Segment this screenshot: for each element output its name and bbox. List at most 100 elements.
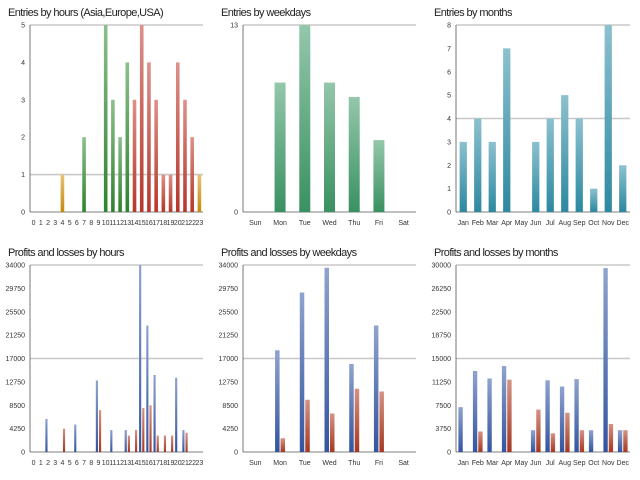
chart-title: Entries by weekdays (221, 7, 311, 19)
bar-profits-9 (95, 380, 98, 452)
y-tick-label: 0 (21, 210, 25, 217)
bar-15 (139, 25, 144, 212)
bar-7 (82, 137, 86, 212)
bar-10 (103, 25, 108, 212)
x-tick-label: Mar (486, 460, 499, 467)
bar-Jun (532, 141, 540, 212)
x-tick-label: 8 (89, 220, 93, 227)
bar-losses-Jul (550, 433, 556, 452)
x-tick-label: Fri (375, 220, 384, 227)
y-tick-label: 25500 (6, 309, 26, 316)
bar-22 (190, 137, 194, 212)
x-tick-label: 11 (109, 460, 116, 467)
bar-profits-2 (45, 419, 48, 452)
x-tick-label: 2 (46, 220, 50, 227)
x-tick-label: 18 (159, 220, 167, 227)
bar-losses-Feb (478, 431, 483, 452)
profits-losses-by-hours-plot: 0 4250 8500 12750 17000 21250 25500 29750 34000 0… (6, 263, 204, 468)
x-tick-label: 3 (53, 220, 57, 227)
bar-Feb (474, 118, 482, 212)
x-tick-label: 13 (123, 460, 131, 467)
bar-profits-Aug (559, 386, 565, 452)
profits-losses-by-weekdays-plot: 0 4250 8500 12750 17000 21250 25500 29750 34000 S… (219, 263, 416, 467)
y-tick-label: 4250 (222, 426, 238, 433)
bar-losses-21 (185, 432, 188, 452)
bar-profits-15 (139, 265, 142, 452)
x-tick-label: Sun (249, 220, 262, 227)
bar-profits-17 (153, 375, 156, 452)
bar-4 (60, 174, 65, 212)
bar-Mar (488, 141, 496, 212)
bar-losses-Dec (623, 430, 628, 452)
bar-Aug (561, 95, 569, 212)
x-tick-label: 23 (195, 460, 203, 467)
bar-losses-19 (171, 435, 174, 452)
y-tick-label: 12750 (6, 379, 26, 386)
x-tick-label: 14 (131, 220, 139, 227)
bar-losses-13 (127, 435, 130, 452)
bar-Sep (575, 118, 583, 212)
x-tick-label: Feb (472, 460, 484, 467)
bar-profits-11 (110, 430, 113, 452)
y-tick-label: 0 (447, 450, 451, 457)
bar-losses-Wed (330, 413, 335, 452)
x-tick-label: 7 (82, 460, 86, 467)
x-tick-label: Sep (573, 220, 586, 227)
x-tick-label: 12 (116, 220, 124, 227)
bar-profits-6 (74, 424, 77, 452)
x-tick-label: Sun (249, 460, 262, 467)
x-tick-label: Tue (299, 460, 311, 467)
bar-losses-14 (135, 430, 138, 452)
bar-23 (197, 174, 202, 212)
x-tick-label: 8 (89, 460, 93, 467)
bar-losses-Nov (608, 423, 614, 452)
y-tick-label: 21250 (6, 333, 26, 340)
x-tick-label: Jan (458, 460, 469, 467)
bar-losses-Sep (579, 430, 585, 452)
bar-11 (111, 99, 115, 212)
x-tick-label: 5 (68, 220, 72, 227)
y-tick-label: 3 (21, 97, 25, 104)
bar-Nov (604, 25, 612, 212)
bar-profits-Oct (588, 430, 594, 452)
y-tick-label: 0 (447, 210, 451, 217)
bar-profits-Feb (472, 370, 478, 452)
y-tick-label: 34000 (6, 263, 26, 270)
y-tick-label: 5 (447, 93, 451, 100)
y-tick-label: 0 (234, 450, 238, 457)
x-tick-label: 19 (167, 220, 175, 227)
y-tick-label: 7500 (435, 403, 451, 410)
x-tick-label: Jul (546, 220, 555, 227)
y-tick-label: 4250 (9, 426, 25, 433)
bar-profits-Apr (501, 365, 507, 452)
bar-17 (154, 99, 158, 212)
bar-profits-Jan (458, 407, 463, 452)
bar-profits-21 (182, 430, 185, 452)
bar-12 (118, 137, 122, 212)
bar-13 (125, 62, 130, 213)
chart-title: Entries by months (434, 7, 512, 19)
x-tick-label: 9 (97, 460, 101, 467)
x-tick-label: 9 (97, 220, 101, 227)
x-tick-label: May (515, 220, 529, 227)
y-tick-label: 29750 (6, 286, 26, 293)
x-tick-label: Aug (559, 460, 572, 467)
x-tick-label: Apr (501, 460, 513, 467)
x-tick-label: 15 (138, 220, 146, 227)
x-tick-label: 4 (60, 220, 64, 227)
bar-losses-17 (156, 435, 159, 452)
x-tick-label: 13 (123, 220, 131, 227)
bar-profits-Tue (299, 292, 305, 452)
x-tick-label: 0 (32, 460, 36, 467)
x-tick-label: 3 (53, 460, 57, 467)
bar-20 (175, 62, 180, 213)
x-tick-label: Thu (348, 460, 360, 467)
y-tick-label: 18750 (432, 333, 452, 340)
x-tick-label: Sat (398, 220, 409, 227)
entries-by-weekdays-plot: 0 13 Sun Mon Tue Wed Thu Fri Sat (230, 23, 416, 227)
bar-Apr (503, 48, 511, 212)
bar-losses-9 (98, 410, 102, 452)
x-tick-label: 6 (75, 460, 79, 467)
